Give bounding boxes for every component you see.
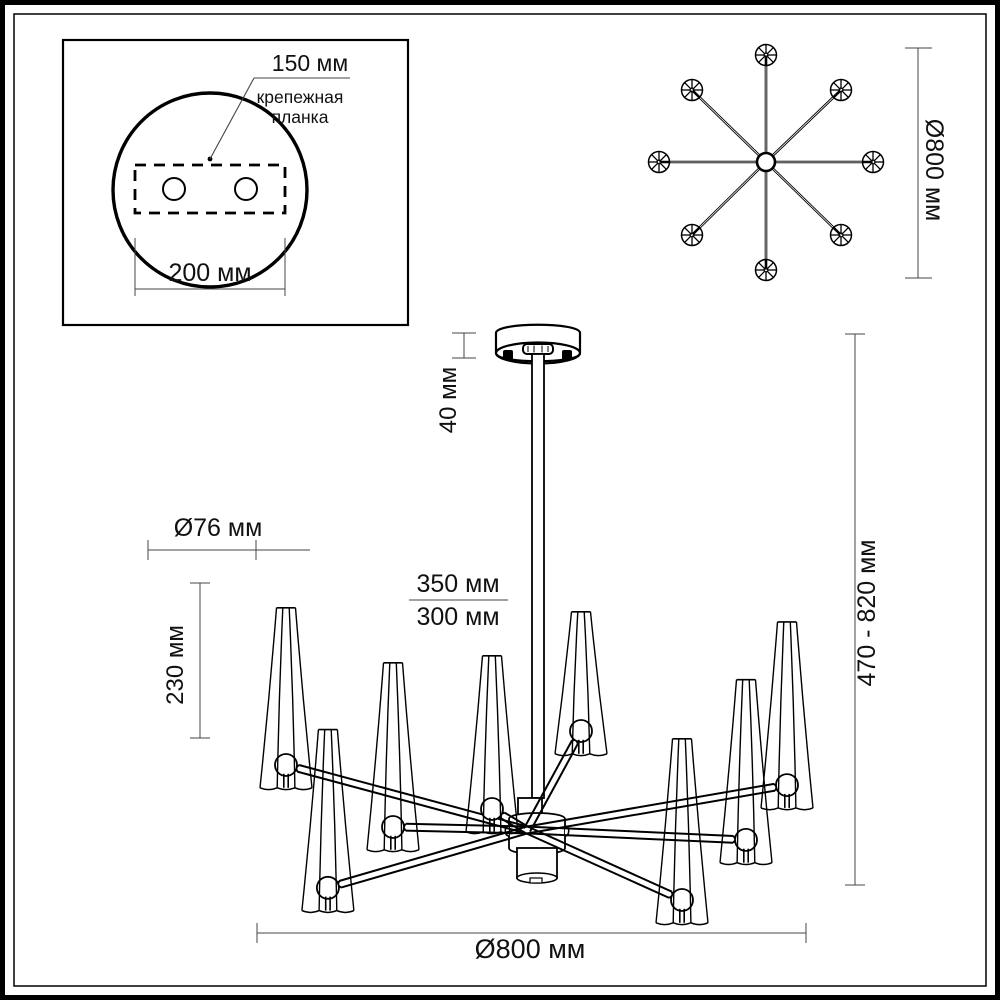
svg-text:150 мм: 150 мм xyxy=(272,50,348,76)
svg-text:Ø800 мм: Ø800 мм xyxy=(920,119,948,221)
svg-text:планка: планка xyxy=(272,107,329,127)
svg-text:300 мм: 300 мм xyxy=(416,603,499,631)
svg-text:470 - 820 мм: 470 - 820 мм xyxy=(853,540,881,687)
svg-text:40 мм: 40 мм xyxy=(435,367,462,433)
svg-text:крепежная: крепежная xyxy=(257,87,344,107)
svg-text:Ø76 мм: Ø76 мм xyxy=(174,514,263,542)
svg-text:200 мм: 200 мм xyxy=(168,259,251,287)
svg-text:Ø800 мм: Ø800 мм xyxy=(475,934,586,964)
svg-text:230 мм: 230 мм xyxy=(162,625,189,705)
svg-text:350 мм: 350 мм xyxy=(416,570,499,598)
